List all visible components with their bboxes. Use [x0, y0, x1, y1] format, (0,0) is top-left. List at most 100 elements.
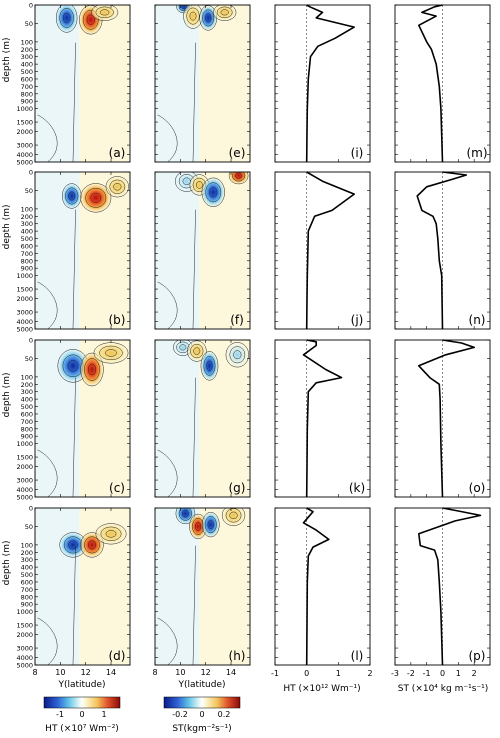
contour-line	[202, 9, 215, 27]
contour-line	[99, 9, 110, 16]
contour-line	[37, 114, 58, 162]
depth-tick-label: 2000	[16, 631, 33, 639]
profile-line	[416, 171, 468, 330]
contour-line	[207, 520, 214, 529]
contour-line	[87, 540, 97, 550]
contour-line	[157, 617, 178, 665]
lat-tick-label: 8	[152, 668, 157, 677]
contour-line	[187, 340, 207, 362]
depth-tick-label: 0	[29, 2, 33, 10]
contour-line	[59, 8, 74, 28]
depth-tick-label: 100	[21, 205, 33, 213]
profile-tick-label: 2	[472, 669, 477, 678]
depth-tick-label: 400	[21, 564, 33, 572]
depth-tick-label: 5000	[16, 494, 33, 502]
depth-tick-label: 900	[21, 433, 33, 441]
heatmap-panel: (f)	[154, 171, 251, 330]
depth-tick-label: 1000	[16, 105, 33, 113]
depth-tick-label: 50	[25, 355, 33, 363]
lat-tick-label: 12	[201, 668, 211, 677]
contour-line	[72, 377, 76, 497]
heatmap-field	[155, 5, 250, 162]
contour-line	[179, 344, 187, 351]
contour-line	[85, 187, 107, 208]
contour-line	[37, 281, 58, 329]
contour-line	[213, 5, 237, 21]
panel-frame	[274, 171, 371, 330]
contour-line	[100, 526, 122, 541]
y-axis-title: depth (m)	[2, 541, 12, 586]
lat-tick-label: 10	[175, 668, 185, 677]
heatmap-field	[35, 5, 130, 162]
contour-line	[80, 352, 104, 387]
contour-line	[72, 545, 76, 665]
contour-line	[228, 172, 249, 185]
contour-line	[99, 345, 123, 361]
field-cool	[155, 172, 200, 329]
contour-line	[225, 508, 242, 523]
panel-frame	[154, 4, 251, 163]
contour-line	[229, 511, 238, 520]
depth-tick-label: 300	[21, 388, 33, 396]
contour-line	[233, 350, 242, 360]
contour-line	[113, 183, 122, 191]
colorbar-ht-bar	[43, 696, 121, 709]
contour-line	[178, 508, 192, 521]
heat-feature	[186, 340, 207, 363]
panel-frame	[274, 4, 371, 163]
contour-line	[232, 172, 246, 182]
heat-feature	[79, 182, 113, 214]
contour-line	[65, 187, 79, 205]
contour-line	[157, 281, 178, 329]
depth-tick-label: 0	[29, 337, 33, 345]
panel-frame	[34, 507, 131, 666]
depth-tick-label: 100	[21, 541, 33, 549]
heatmap-panel: (e)	[154, 4, 251, 163]
panel-label: (g)	[229, 481, 246, 495]
profile-panel: (k)	[274, 339, 371, 498]
profile-panels: (i)(j)(k)-1 0 1 2(l)(m)(n)(o)-3 -2 -1 0 1 2(p)	[271, 4, 491, 678]
depth-tick-label: 500	[21, 68, 33, 76]
heat-feature	[58, 531, 88, 559]
depth-tick-label: 800	[21, 425, 33, 433]
depth-tick-label: 3000	[16, 142, 33, 150]
depth-tick-label: 600	[21, 410, 33, 418]
depth-tick-label: 900	[21, 601, 33, 609]
heatmap-field	[155, 172, 250, 329]
contour-line	[37, 449, 58, 497]
profile-panel: (o)	[394, 339, 491, 498]
depth-tick-label: 4000	[16, 151, 33, 159]
heat-feature	[225, 341, 250, 368]
contour-line	[175, 508, 196, 525]
contour-line	[235, 172, 243, 179]
lat-tick-label: 14	[226, 668, 236, 677]
depth-tick-label: 500	[21, 571, 33, 579]
depth-tick-label: 2000	[16, 128, 33, 136]
depth-tick-label: 500	[21, 403, 33, 411]
field-warm	[199, 5, 250, 162]
depth-tick-label: 900	[21, 98, 33, 106]
depth-tick-label: 100	[21, 38, 33, 46]
profile-panel: -1 0 1 2(l)	[271, 507, 373, 678]
depth-tick-label: 4000	[16, 486, 33, 494]
contour-line	[201, 511, 220, 538]
depth-tick-label: 300	[21, 53, 33, 61]
profile-panel: (j)	[274, 171, 371, 330]
heatmap-field	[155, 340, 250, 497]
contour-line	[192, 545, 196, 665]
depth-tick-label: 300	[21, 556, 33, 564]
contour-line	[204, 516, 217, 534]
profile-tick-label: -3	[391, 669, 399, 678]
profile-line	[417, 507, 482, 666]
profile-line	[302, 339, 343, 498]
heatmap-field	[155, 508, 250, 665]
depth-tick-label: 600	[21, 578, 33, 586]
panel-label: (j)	[351, 313, 364, 327]
depth-tick-label: 200	[21, 46, 33, 54]
contour-line	[205, 13, 212, 23]
contour-line	[221, 508, 246, 526]
profile-panel: (n)	[394, 171, 491, 330]
